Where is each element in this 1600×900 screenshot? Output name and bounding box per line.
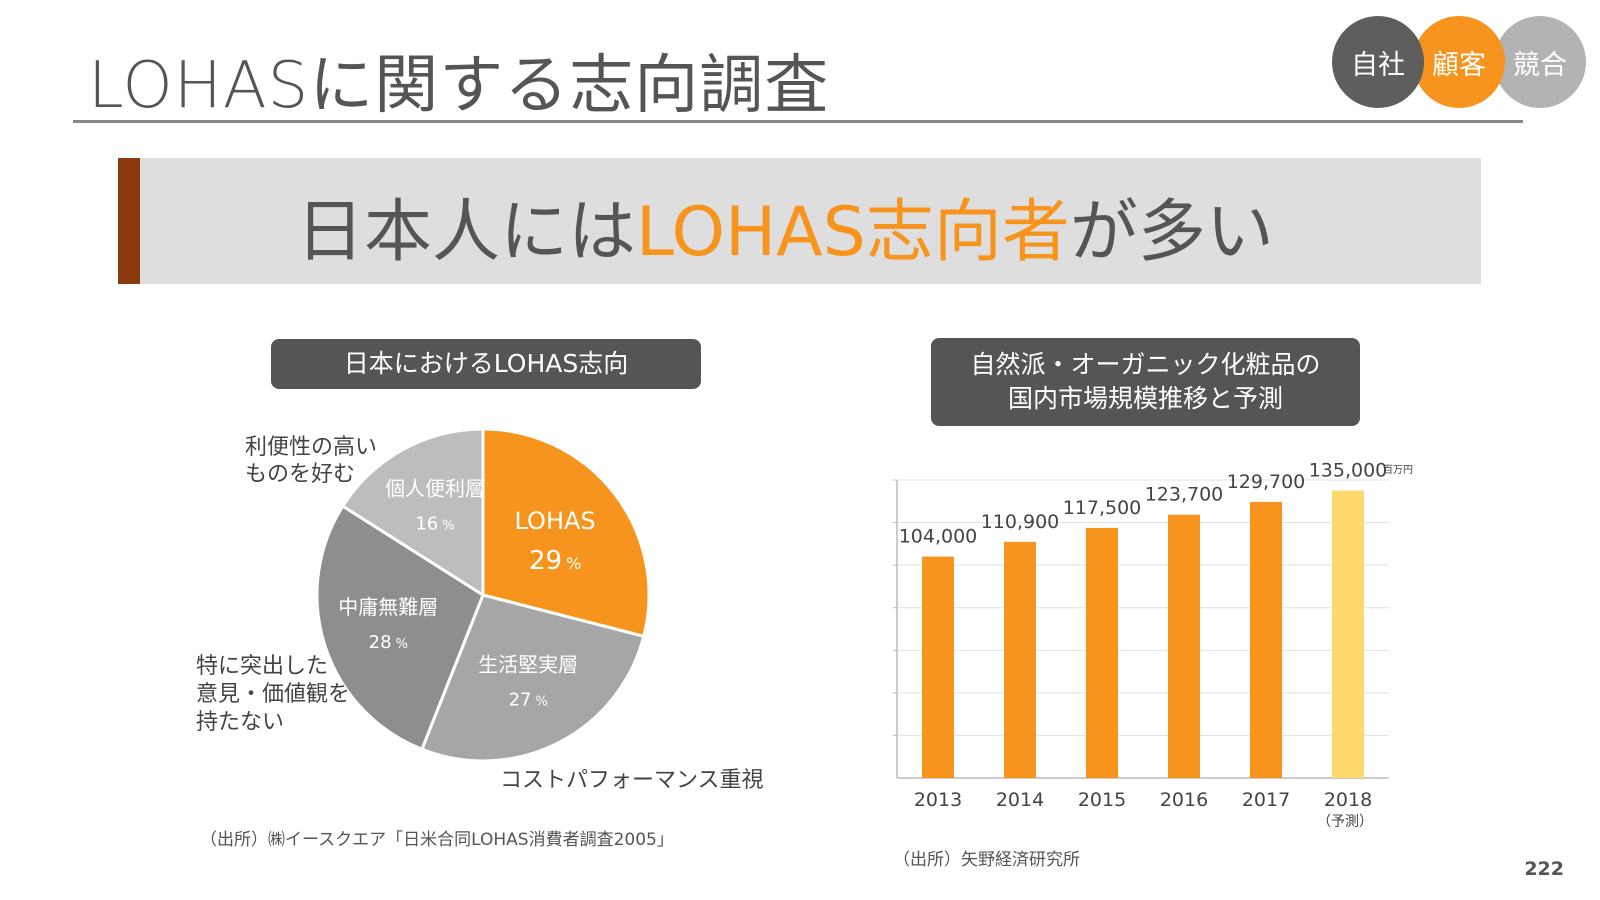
outer-label-cost: コストパフォーマンス重視 bbox=[500, 768, 764, 793]
category-circle-kokyaku: 顧客 bbox=[1413, 16, 1505, 108]
bar-2015 bbox=[1086, 527, 1118, 778]
outer-label-convenience-2: ものを好む bbox=[245, 462, 355, 487]
bar-value-label-2018: 135,000 bbox=[1309, 460, 1388, 482]
page-number: 222 bbox=[1524, 858, 1564, 880]
bar-value-label-2013: 104,000 bbox=[899, 526, 978, 548]
outer-label-middle-1: 特に突出した bbox=[196, 654, 328, 679]
pie-slice-value-3: 16% bbox=[415, 514, 454, 535]
bar-series bbox=[922, 490, 1364, 778]
key-message: 日本人にはLOHAS志向者が多い bbox=[296, 176, 1274, 275]
x-tick-2017: 2017 bbox=[1242, 789, 1290, 811]
pie-slice-3 bbox=[340, 427, 485, 598]
pie-slice-0 bbox=[481, 427, 651, 639]
title-divider bbox=[73, 120, 1523, 123]
x-tick-2016: 2016 bbox=[1160, 789, 1208, 811]
bar-2018 bbox=[1332, 490, 1364, 778]
pie-slice-value-1: 27% bbox=[509, 690, 548, 711]
bar-source-note: （出所）矢野経済研究所 bbox=[893, 850, 1080, 870]
x-tick-2015: 2015 bbox=[1078, 789, 1126, 811]
bar-value-label-2015: 117,500 bbox=[1063, 497, 1142, 519]
banner-accent-bar bbox=[118, 158, 140, 284]
bar-unit-label: 百万円 bbox=[1383, 464, 1413, 476]
bar-value-label-2017: 129,700 bbox=[1227, 471, 1306, 493]
pie-slice-2 bbox=[315, 504, 485, 752]
outer-label-convenience-1: 利便性の高い bbox=[245, 435, 377, 460]
category-circle-jisha: 自社 bbox=[1332, 16, 1424, 108]
x-tick-2013: 2013 bbox=[914, 789, 962, 811]
pie-slice-label-1: 生活堅実層 bbox=[478, 653, 578, 677]
bar-chart-label-line-2: 国内市場規模推移と予測 bbox=[1007, 384, 1283, 413]
outer-label-middle-3: 持たない bbox=[196, 710, 284, 735]
bar-2017 bbox=[1250, 501, 1282, 778]
bar-chart-label-line-1: 自然派・オーガニック化粧品の bbox=[970, 350, 1321, 379]
category-circle-kyogo: 競合 bbox=[1494, 16, 1586, 108]
pie-slice-1 bbox=[419, 593, 646, 763]
pie-chart: LOHAS 29 % 生活堅実層 27 % 中庸無難層 28 % 個人便利層 16% 利便性の高い … bbox=[196, 427, 764, 793]
pie-slice-label-3: 個人便利層 bbox=[385, 477, 485, 501]
key-message-banner: 日本人にはLOHAS志向者が多い bbox=[118, 158, 1481, 284]
pie-slice-label-0: LOHAS bbox=[515, 507, 596, 535]
pie-slice-label-2: 中庸無難層 bbox=[338, 595, 438, 619]
bar-gridlines bbox=[893, 479, 1389, 779]
pie-slice-value-2: 28% bbox=[369, 632, 408, 653]
x-tick-2014: 2014 bbox=[996, 789, 1044, 811]
page-title: LOHASに関する志向調査 bbox=[88, 49, 830, 123]
key-message-highlight: LOHAS志向者 bbox=[636, 193, 1070, 272]
pie-chart-label: 日本におけるLOHAS志向 bbox=[271, 339, 701, 389]
bar-2016 bbox=[1168, 514, 1200, 778]
key-message-after: が多い bbox=[1069, 193, 1274, 272]
bar-value-labels: 104,000110,900117,500123,700129,700135,0… bbox=[899, 460, 1388, 548]
pie-source-note: （出所）㈱イースクエア「日米合同LOHAS消費者調査2005」 bbox=[200, 830, 674, 850]
outer-label-middle-2: 意見・価値観を bbox=[196, 682, 350, 707]
bar-2014 bbox=[1004, 541, 1036, 778]
pie-labels: LOHAS 29 % 生活堅実層 27 % 中庸無難層 28 % 個人便利層 16% bbox=[338, 477, 595, 711]
pie-outer-labels: 利便性の高い ものを好む 特に突出した 意見・価値観を 持たない コストパフォー… bbox=[196, 435, 764, 793]
bar-x-ticks: 2013 2014 2015 2016 2017 2018 bbox=[914, 789, 1372, 811]
pie-slices bbox=[315, 427, 651, 763]
key-message-before: 日本人には bbox=[296, 193, 637, 272]
bar-chart-label: 自然派・オーガニック化粧品の 国内市場規模推移と予測 bbox=[931, 338, 1360, 426]
bar-value-label-2016: 123,700 bbox=[1145, 484, 1224, 506]
pie-slice-value-0: 29% bbox=[529, 546, 581, 576]
x-tick-2018: 2018 bbox=[1324, 789, 1372, 811]
bar-2013 bbox=[922, 556, 954, 778]
bar-value-label-2014: 110,900 bbox=[981, 511, 1060, 533]
forecast-note: （予測） bbox=[1317, 814, 1373, 830]
